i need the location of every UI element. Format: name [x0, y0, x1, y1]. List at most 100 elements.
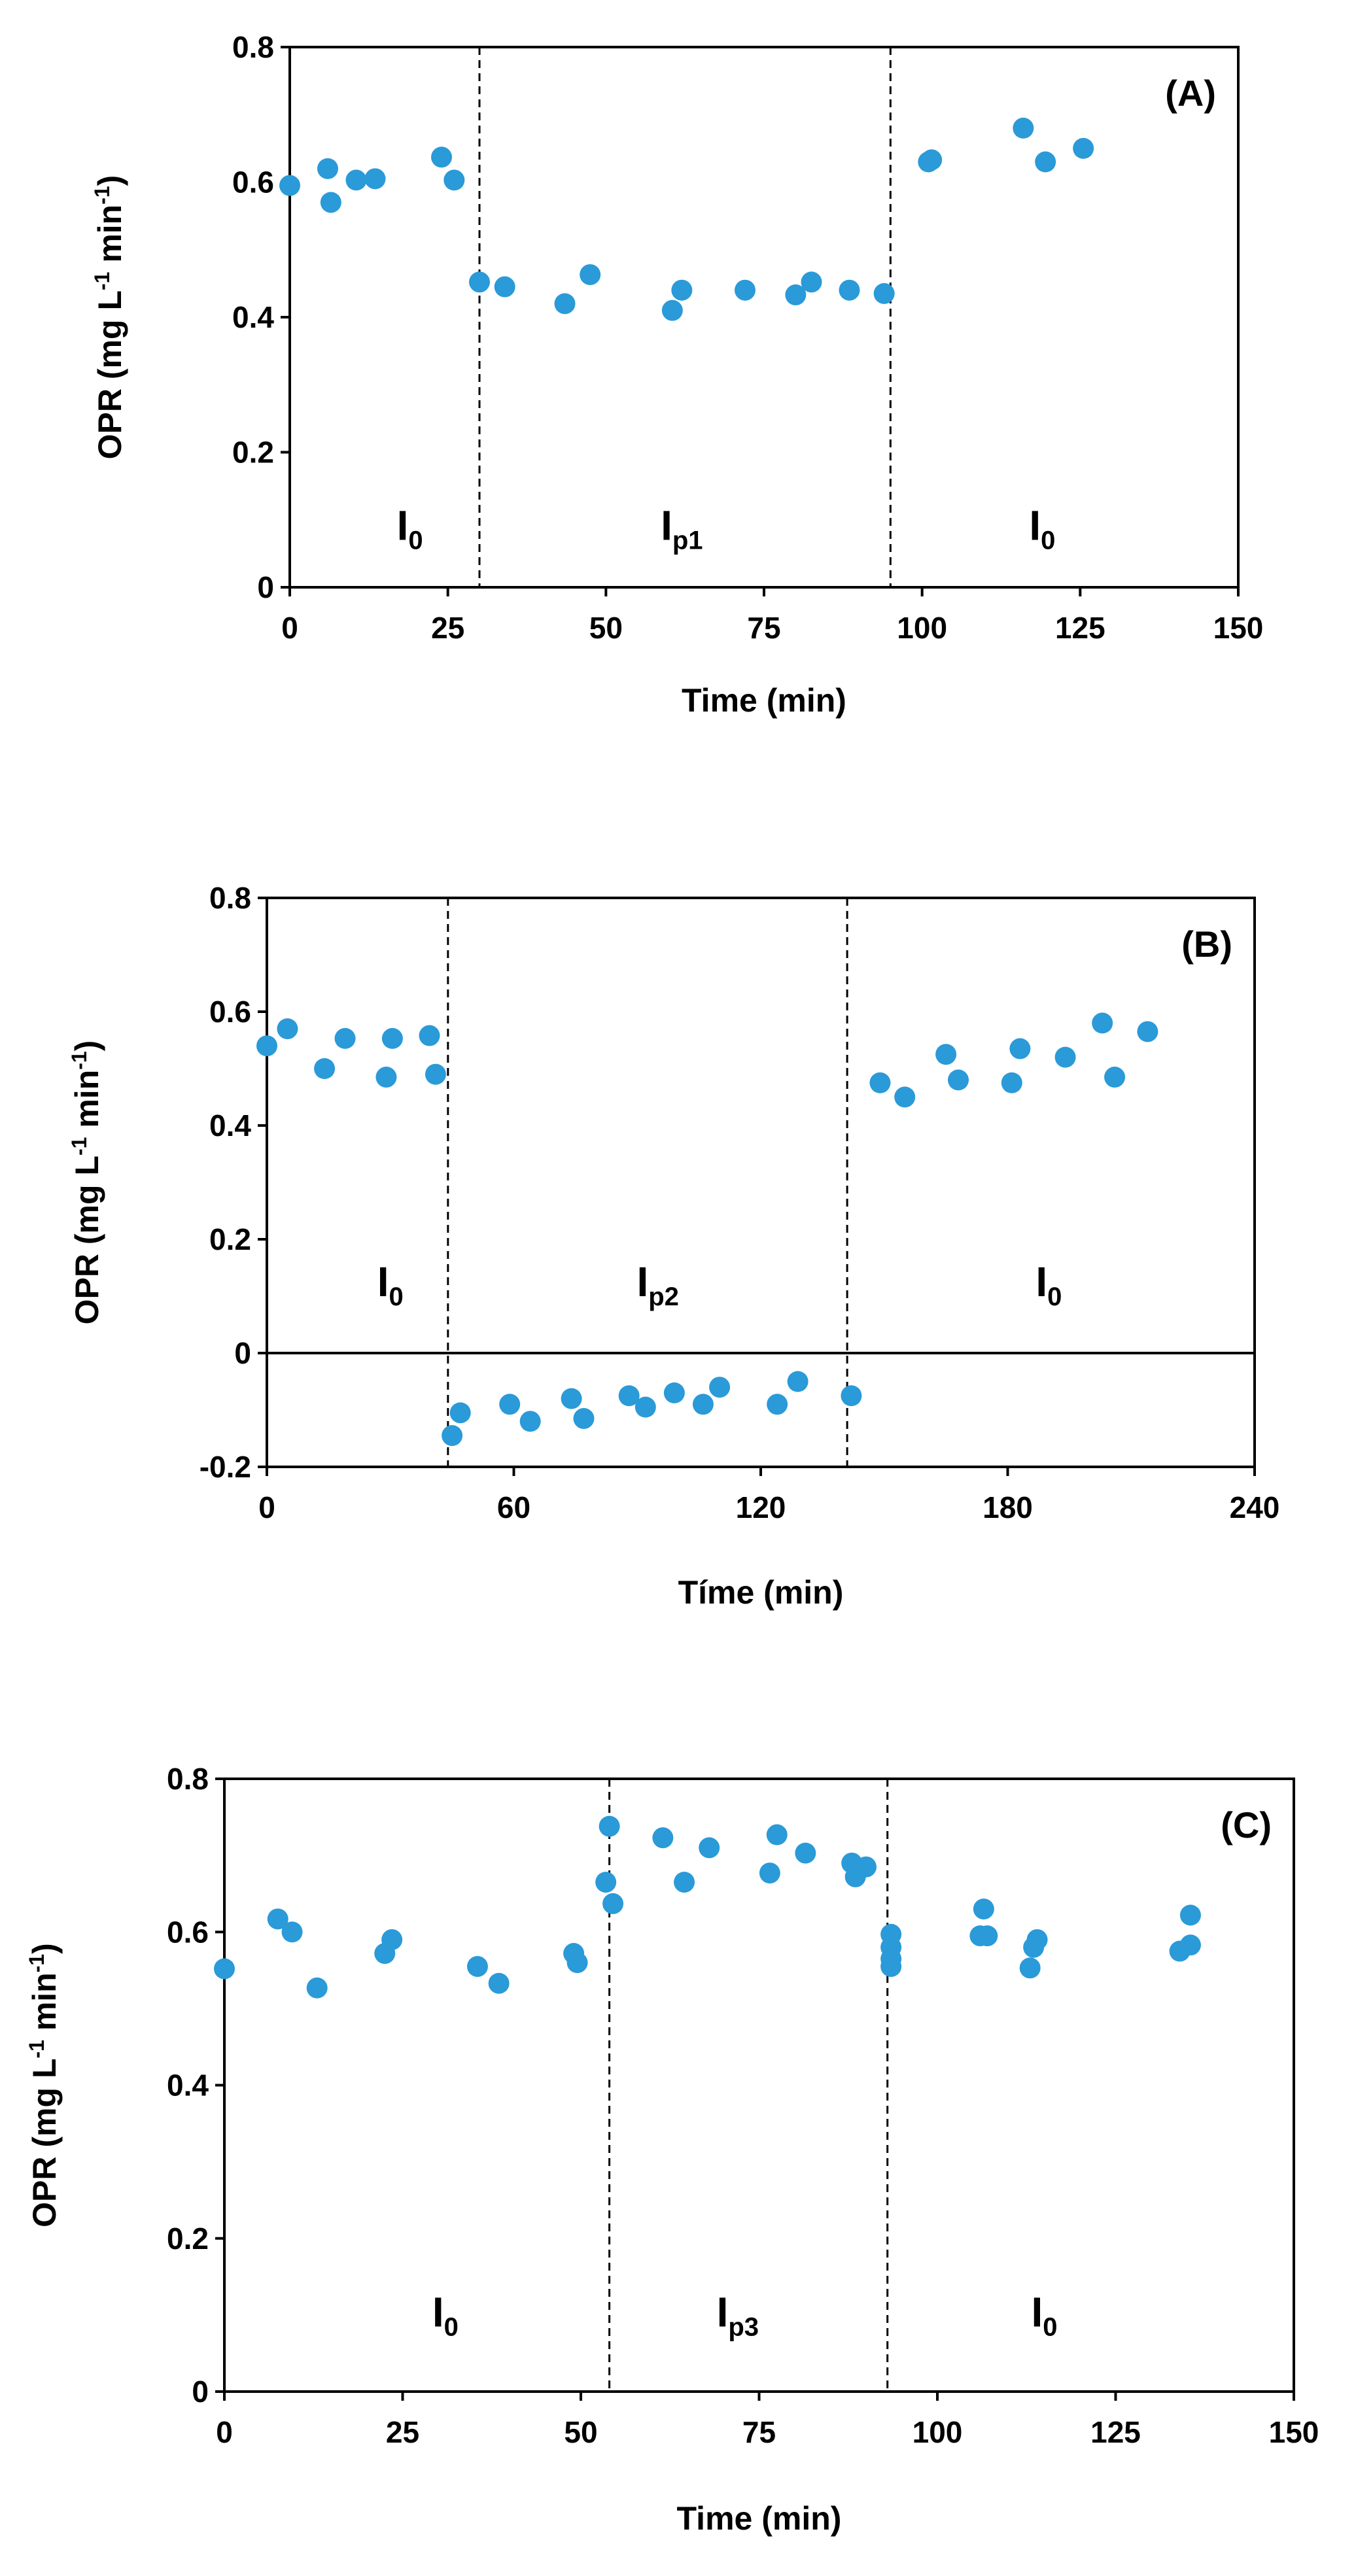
- x-tick-label: 0: [281, 611, 298, 645]
- data-point: [759, 1863, 780, 1884]
- data-point: [1019, 1957, 1041, 1979]
- region-label-main: I: [397, 502, 409, 549]
- y-tick-label: 0.6: [232, 165, 274, 199]
- x-tick-label: 120: [736, 1490, 786, 1524]
- data-point: [795, 1842, 816, 1864]
- data-point: [1137, 1021, 1158, 1042]
- data-point: [869, 1072, 891, 1093]
- y-tick-label: 0.8: [167, 1762, 209, 1796]
- data-point: [661, 300, 683, 321]
- data-point: [580, 264, 601, 285]
- y-tick-label: 0.8: [232, 30, 274, 64]
- y-axis-label: OPR (mg L-1 min-1): [90, 175, 128, 460]
- x-tick-label: 100: [913, 2415, 963, 2449]
- data-point: [499, 1394, 521, 1415]
- x-tick-label: 75: [747, 611, 780, 645]
- region-label: I0: [1031, 2288, 1057, 2341]
- data-point: [1179, 1904, 1201, 1926]
- y-tick-label: 0: [257, 570, 274, 604]
- region-label-main: I: [636, 1258, 648, 1305]
- y-tick-label: 0.6: [167, 1915, 209, 1949]
- data-point: [767, 1394, 788, 1415]
- y-tick-label: 0.8: [209, 881, 251, 915]
- y-tick-label: 0.2: [232, 436, 274, 470]
- data-point: [880, 1955, 902, 1977]
- x-tick-label: 75: [742, 2415, 776, 2449]
- data-point: [652, 1827, 674, 1849]
- region-label-sub: 0: [389, 1282, 404, 1311]
- data-point: [663, 1382, 685, 1403]
- region-label-sub: 0: [1041, 526, 1055, 555]
- x-tick-label: 25: [431, 611, 464, 645]
- data-point: [873, 283, 895, 304]
- y-tick-label: 0: [234, 1336, 251, 1370]
- x-tick-label: 0: [216, 2415, 233, 2449]
- data-point: [431, 146, 452, 168]
- region-label-main: I: [1029, 502, 1041, 549]
- region-label-sub: 0: [1047, 1282, 1062, 1311]
- x-tick-label: 100: [897, 611, 947, 645]
- panel-label: (B): [1181, 923, 1232, 965]
- data-point: [488, 1972, 510, 1994]
- y-tick-label: 0.2: [209, 1222, 251, 1256]
- data-point: [801, 271, 822, 293]
- y-axis-label-text: min: [26, 1972, 63, 2040]
- x-tick-label: 180: [982, 1490, 1033, 1524]
- data-point: [279, 175, 300, 196]
- data-point: [785, 284, 807, 305]
- data-point: [381, 1929, 403, 1950]
- y-axis-label-text: ): [26, 1943, 63, 1954]
- data-point: [948, 1069, 969, 1091]
- region-label: I0: [377, 1258, 404, 1311]
- data-point: [306, 1977, 328, 1999]
- y-axis-label-text: ): [92, 175, 128, 186]
- y-axis-label-exponent: -1: [25, 1954, 48, 1972]
- data-point: [1054, 1046, 1076, 1068]
- y-tick-label: 0.6: [209, 995, 251, 1029]
- x-tick-label: 25: [386, 2415, 419, 2449]
- data-point: [856, 1856, 877, 1878]
- data-point: [935, 1044, 957, 1065]
- region-label-main: I: [1035, 1258, 1047, 1305]
- region-label: Ip1: [661, 502, 703, 555]
- data-point: [894, 1086, 916, 1108]
- data-point: [766, 1824, 788, 1846]
- region-label-sub: p1: [672, 526, 703, 555]
- data-point: [977, 1925, 998, 1947]
- data-point: [554, 293, 576, 315]
- data-point: [674, 1872, 695, 1893]
- data-point: [466, 1955, 488, 1977]
- data-point: [839, 279, 860, 301]
- data-point: [566, 1952, 588, 1974]
- data-point: [443, 169, 465, 191]
- y-tick-label: 0.2: [167, 2222, 209, 2256]
- data-point: [267, 1908, 288, 1930]
- x-tick-label: 50: [564, 2415, 597, 2449]
- data-point: [1104, 1067, 1126, 1088]
- y-axis-label-text: OPR (mg L: [92, 290, 128, 459]
- data-point: [699, 1837, 720, 1859]
- region-label: Ip3: [717, 2288, 759, 2341]
- data-point: [1009, 1038, 1031, 1059]
- x-tick-label: 50: [589, 611, 623, 645]
- y-tick-label: -0.2: [200, 1450, 251, 1484]
- data-point: [381, 1027, 403, 1049]
- region-label-main: I: [432, 2288, 444, 2335]
- y-axis-label-text: OPR (mg L: [26, 2059, 63, 2227]
- data-point: [921, 149, 943, 171]
- data-point: [317, 158, 338, 179]
- data-point: [1001, 1072, 1022, 1093]
- data-point: [364, 168, 386, 190]
- data-point: [419, 1025, 440, 1046]
- region-label: I0: [432, 2288, 459, 2341]
- data-point: [256, 1035, 277, 1057]
- data-point: [277, 1018, 298, 1040]
- y-axis-label-text: OPR (mg L: [69, 1156, 105, 1324]
- data-point: [561, 1388, 582, 1409]
- data-point: [692, 1394, 714, 1415]
- y-axis-label-text: min: [92, 205, 128, 272]
- data-point: [602, 1893, 624, 1914]
